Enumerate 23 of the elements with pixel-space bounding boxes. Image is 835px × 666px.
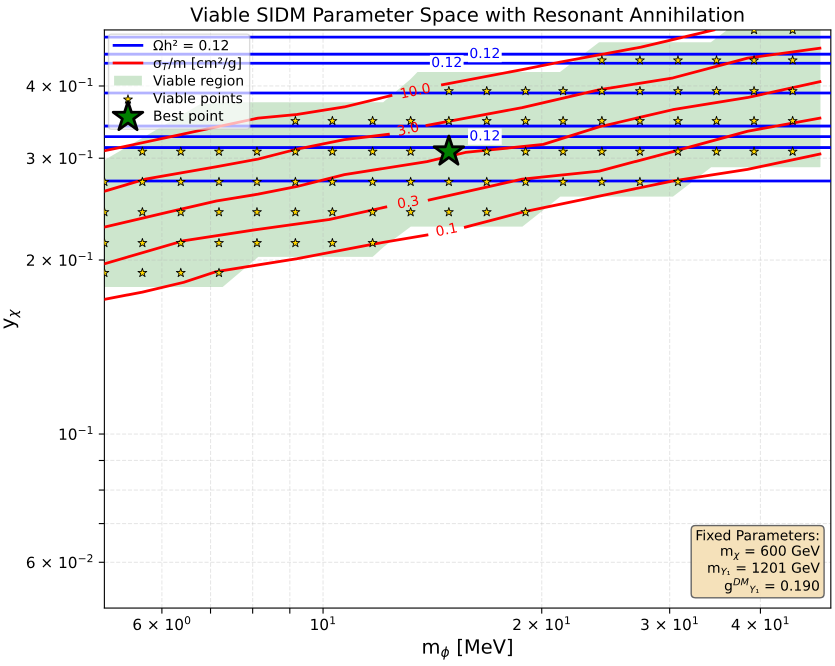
- x-axis-title: m$_{ϕ}$ [MeV]: [423, 638, 512, 660]
- x-tick-label: 2 × 10$^{1}$: [513, 616, 570, 630]
- x-tick-label: 10$^{1}$: [311, 616, 336, 630]
- legend-label: σ$_{T}$/m [cm²/g]: [154, 57, 241, 71]
- y-tick-label: 6 × 10$^{−2}$: [26, 554, 92, 568]
- y-axis-title: y$_{χ}$: [4, 309, 20, 329]
- x-tick-label: 3 × 10$^{1}$: [641, 616, 698, 630]
- legend-label: Best point: [154, 110, 224, 124]
- legend-label: Ωh² = 0.12: [154, 40, 228, 50]
- annotation: 0.1: [436, 222, 458, 236]
- y-tick-label: 10$^{−1}$: [60, 426, 92, 440]
- x-tick-label: 4 × 10$^{1}$: [732, 616, 788, 630]
- y-tick-label: 3 × 10$^{−1}$: [26, 150, 92, 164]
- x-tick-label: 6 × 10$^{0}$: [133, 616, 190, 630]
- y-tick-label: 4 × 10$^{−1}$: [26, 78, 92, 92]
- annotation: 3.0: [397, 121, 420, 136]
- chart-title: Viable SIDM Parameter Space with Resonant Annihilation: [190, 6, 744, 26]
- legend-label: Viable region: [153, 74, 243, 88]
- y-tick-label: 2 × 10$^{−1}$: [26, 252, 92, 266]
- annotation: 0.3: [397, 195, 419, 209]
- text: Fixed Parameters: m$_{χ}$ = 600 GeV m$_{Y₁}$ = 1201 GeV g$^{DM}$$_{Y₁}$ = 0.190: [696, 530, 820, 594]
- annotation: 10.0: [400, 82, 430, 99]
- legend-label: Viable points: [153, 92, 242, 106]
